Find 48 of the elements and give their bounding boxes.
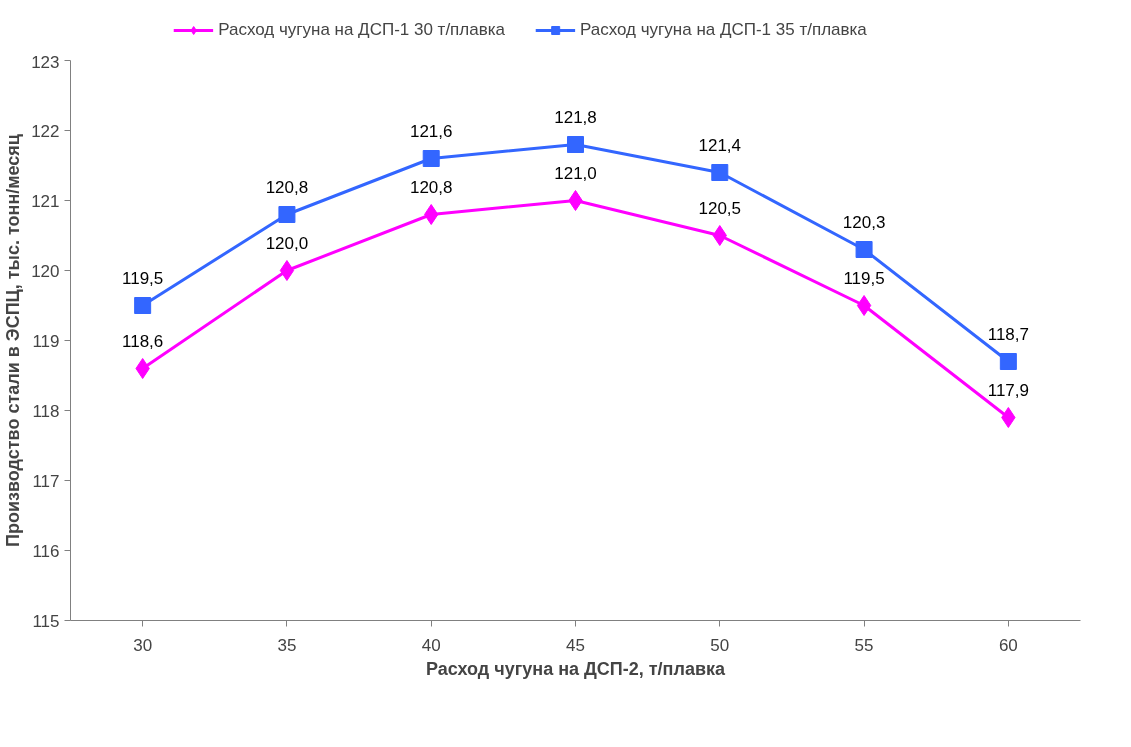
point bbox=[134, 297, 152, 314]
point bbox=[279, 260, 295, 281]
point bbox=[712, 225, 727, 246]
y-tick-label: 122 bbox=[31, 121, 60, 141]
y-axis-title: Производство стали в ЭСПЦ, тыс. тонн/месяц bbox=[3, 134, 24, 547]
data-label: 119,5 bbox=[843, 268, 885, 288]
y-tick-label: 115 bbox=[32, 611, 60, 631]
data-label: 120,0 bbox=[265, 233, 309, 253]
point bbox=[424, 204, 439, 225]
point bbox=[711, 164, 729, 181]
x-tick-label: 60 bbox=[998, 635, 1018, 655]
point bbox=[1001, 407, 1016, 428]
x-tick-label: 45 bbox=[566, 635, 585, 655]
x-tick-label: 50 bbox=[710, 635, 730, 655]
x-tick-label: 40 bbox=[421, 635, 441, 655]
point bbox=[278, 206, 296, 223]
y-tick-label: 119 bbox=[32, 331, 60, 351]
legend-label: Расход чугуна на ДСП-1 35 т/плавка bbox=[580, 20, 867, 40]
y-tick-label: 117 bbox=[32, 471, 60, 491]
data-label: 117,9 bbox=[987, 380, 1029, 400]
data-label: 120,3 bbox=[842, 212, 886, 232]
y-tick-label: 121 bbox=[31, 191, 60, 211]
data-label: 118,7 bbox=[987, 324, 1029, 344]
data-label: 119,5 bbox=[122, 268, 164, 288]
data-label: 121,4 bbox=[698, 135, 742, 155]
data-label: 118,6 bbox=[122, 331, 164, 351]
point bbox=[999, 353, 1017, 370]
point bbox=[856, 295, 872, 316]
x-tick-label: 55 bbox=[854, 635, 874, 655]
data-label: 121,0 bbox=[554, 163, 597, 183]
y-tick-label: 116 bbox=[32, 541, 60, 561]
point bbox=[855, 241, 873, 258]
point bbox=[422, 150, 440, 167]
x-tick-label: 30 bbox=[133, 635, 153, 655]
y-tick-label: 118 bbox=[32, 401, 60, 421]
legend-label: Расход чугуна на ДСП-1 30 т/плавка bbox=[218, 20, 505, 40]
point bbox=[567, 136, 584, 153]
y-tick-label: 123 bbox=[31, 52, 60, 72]
data-label: 121,8 bbox=[554, 107, 597, 127]
data-label: 121,6 bbox=[409, 121, 453, 141]
data-label: 120,8 bbox=[409, 177, 453, 197]
x-tick-label: 35 bbox=[277, 635, 297, 655]
x-axis-title: Расход чугуна на ДСП-2, т/плавка bbox=[425, 658, 726, 679]
point bbox=[135, 358, 150, 379]
data-label: 120,8 bbox=[265, 177, 309, 197]
y-tick-label: 120 bbox=[31, 261, 60, 281]
data-label: 120,5 bbox=[698, 198, 742, 218]
point bbox=[568, 190, 583, 211]
